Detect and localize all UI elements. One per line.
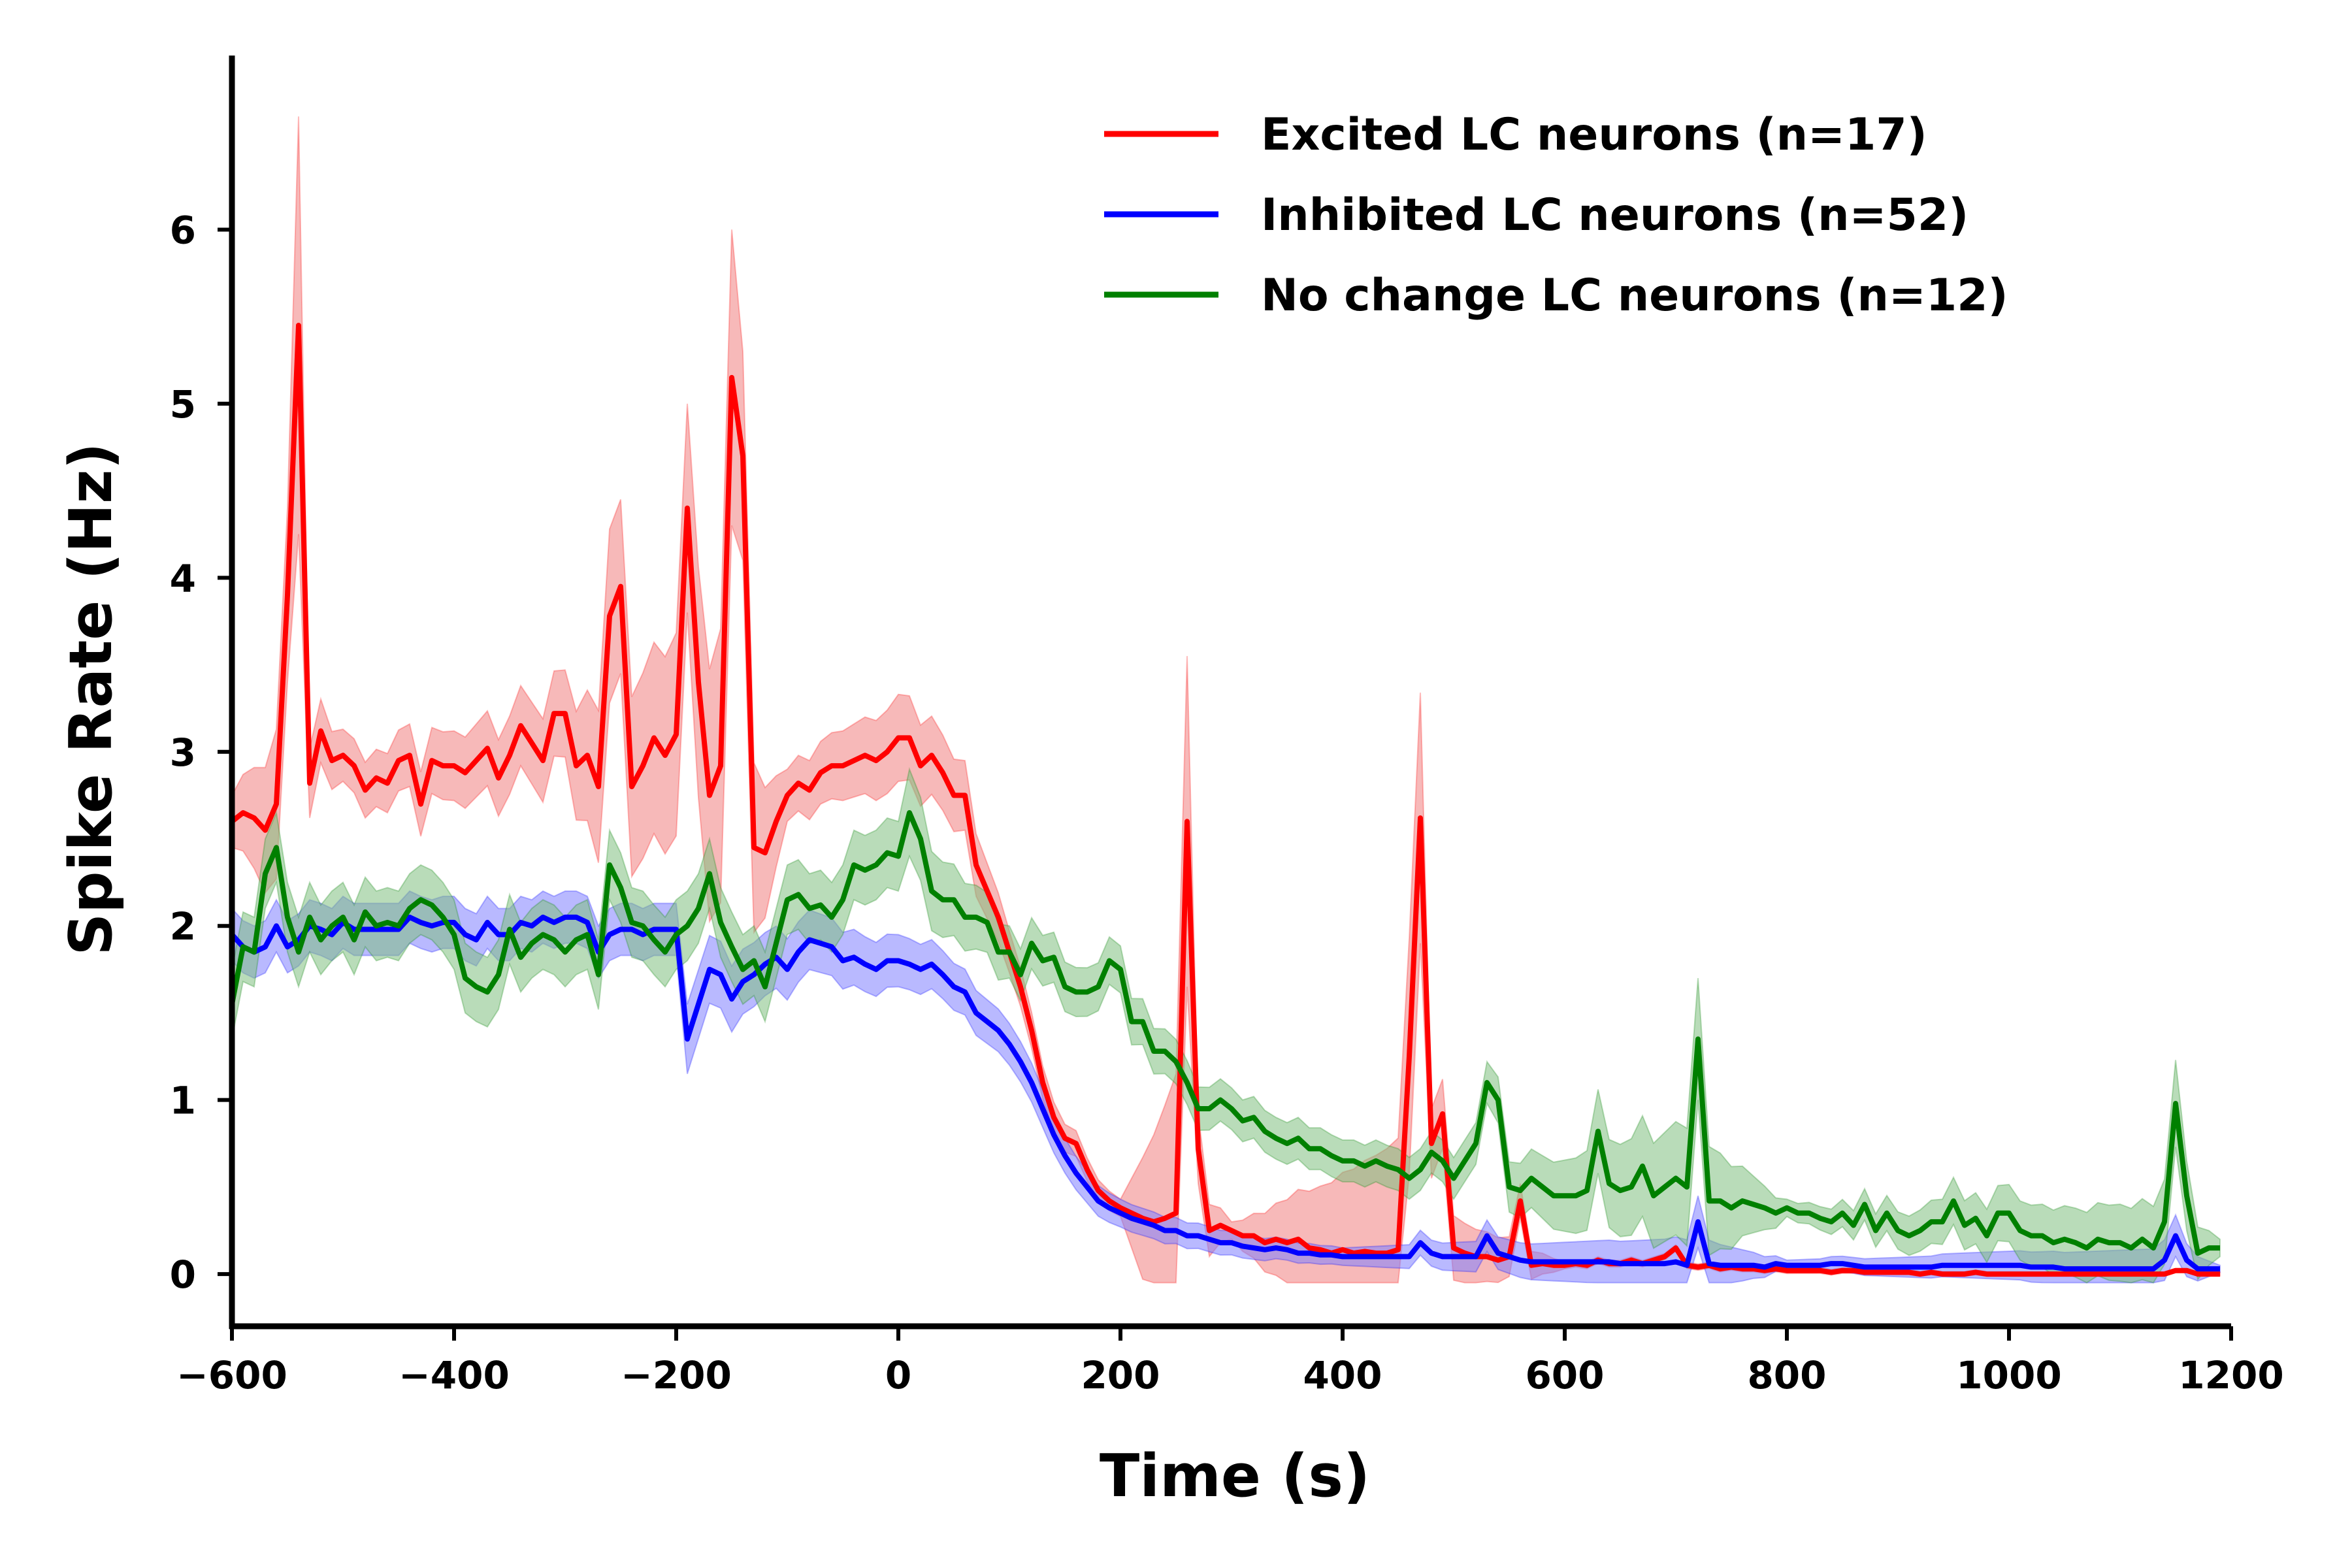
axes: −600 −400 −200 0 200 400 600 800 1000 1200 0 1 2 3 4 5…: [170, 56, 2284, 1397]
y-tick-label: 1: [170, 1079, 196, 1123]
x-tick-label: 1200: [2178, 1353, 2283, 1397]
series-line-3: [229, 810, 2220, 1256]
x-tick-label: 1000: [1956, 1353, 2061, 1397]
y-tick-label: 4: [170, 556, 196, 600]
legend-label: Excited LC neurons (n=17): [1261, 109, 1927, 161]
legend-label: No change LC neurons (n=12): [1261, 270, 2008, 321]
x-tick-label: 200: [1081, 1353, 1160, 1397]
legend: Excited LC neurons (n=17) Inhibited LC ne…: [1104, 109, 2008, 321]
x-tick-label: 800: [1747, 1353, 1826, 1397]
y-tick-label: 2: [170, 904, 196, 949]
x-tick-label: −200: [621, 1353, 732, 1397]
y-tick-label: 0: [170, 1252, 196, 1297]
series-line-1: [230, 323, 2220, 1277]
x-tick-label: 0: [885, 1353, 911, 1397]
x-axis-title: Time (s): [1100, 1442, 1370, 1511]
x-tick-label: −600: [176, 1353, 287, 1397]
legend-label: Inhibited LC neurons (n=52): [1261, 189, 1968, 241]
x-ticks: −600 −400 −200 0 200 400 600 800 1000 1200: [176, 1326, 2284, 1397]
y-ticks: 0 1 2 3 4 5 6: [170, 208, 232, 1297]
series-line-2: [230, 914, 2220, 1272]
series-lines: [229, 323, 2220, 1277]
y-axis-title: Spike Rate (Hz): [57, 442, 125, 955]
y-tick-label: 3: [170, 730, 196, 775]
x-tick-label: 600: [1525, 1353, 1604, 1397]
error-band-3: [231, 766, 2221, 1284]
y-tick-label: 6: [170, 208, 196, 252]
x-tick-label: −400: [399, 1353, 510, 1397]
x-tick-label: 400: [1303, 1353, 1382, 1397]
y-tick-label: 5: [170, 382, 196, 427]
